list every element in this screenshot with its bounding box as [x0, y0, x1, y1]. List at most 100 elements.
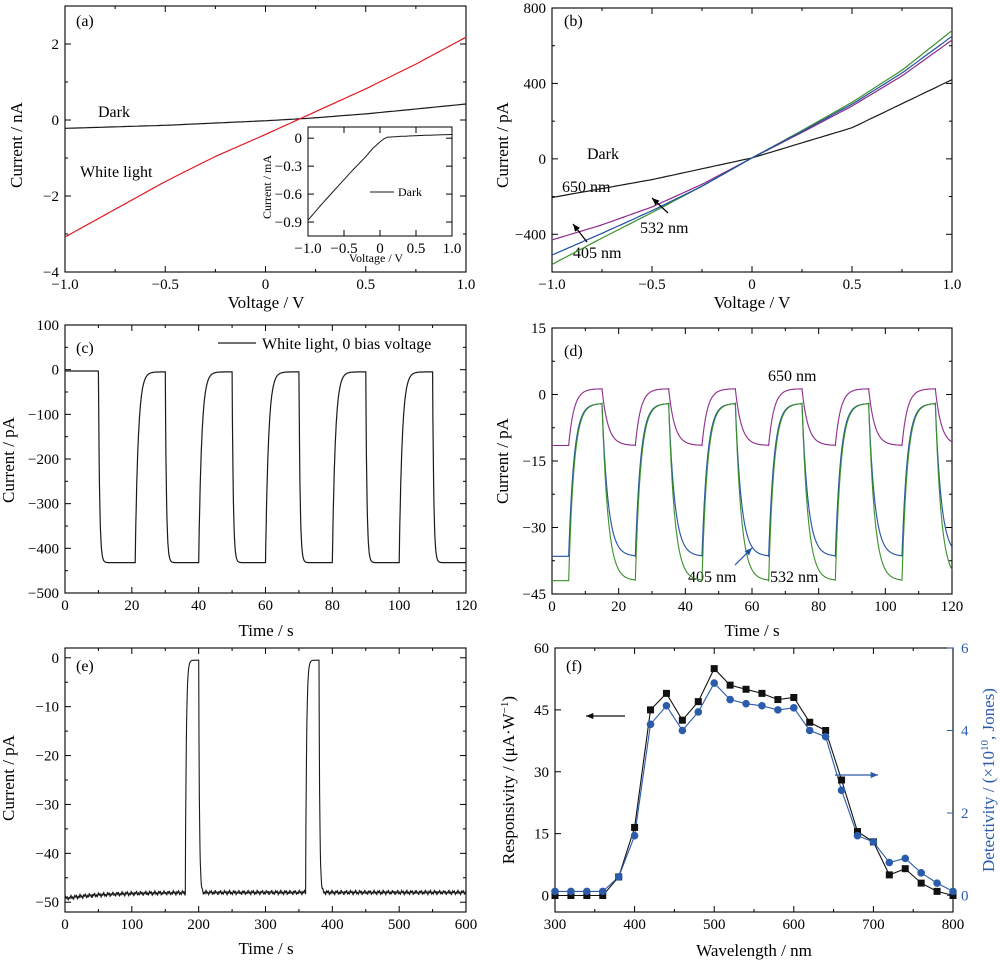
panel-f-detectivity-point [774, 706, 782, 714]
panel-d-label: (d) [564, 343, 583, 360]
panel-f-detectivity-point [567, 887, 575, 896]
panel-f-detectivity-point [901, 854, 910, 863]
panel-d-y-tick-label: 0 [539, 388, 547, 404]
panel-d-y-tick-label: 15 [531, 321, 546, 337]
panel-f-detectivity-point [790, 704, 798, 712]
panel-e-x-tick-label: 500 [388, 917, 411, 933]
panel-f-responsivity-point [567, 892, 575, 899]
panel-f-y-axis-label: Responsivity / (μA·W−1) [499, 696, 518, 864]
panel-f-x-tick-label: 800 [942, 917, 965, 933]
panel-f-detectivity-point [869, 838, 878, 846]
panel-d-x-tick-label: 80 [811, 599, 826, 615]
panel-f-detectivity-point [583, 887, 591, 896]
panel-d-x-tick-label: 60 [745, 599, 760, 615]
panel-b-405nm-label: 405 nm [573, 245, 622, 262]
panel-d-x-tick-label: 0 [548, 599, 556, 615]
panel-a-y-tick-label: 0 [52, 113, 60, 129]
panel-a-inset-y-tick-label: −0.9 [275, 215, 302, 231]
panel-a-white-light-label: White light [80, 164, 153, 181]
panel-c-x-tick-label: 60 [258, 598, 273, 614]
panel-a-inset-x-tick-label: 0 [376, 241, 384, 257]
panel-f-responsivity-point [599, 892, 607, 899]
panel-f-detectivity-point [853, 831, 862, 840]
panel-c-y-tick-label: −300 [28, 497, 59, 513]
panel-f-y2-axis-label: Detectivity / (×1010, Jones) [979, 688, 998, 872]
panel-f-y2-tick-label: 0 [961, 889, 969, 905]
panel-a-inset-y-tick-label: 0 [295, 131, 303, 147]
panel-f-detectivity-point [630, 831, 639, 840]
panel-a-x-tick-label: −1.0 [51, 277, 78, 293]
panel-f-detectivity-point [805, 726, 814, 735]
panel-b-arrow-532nm-head [652, 198, 660, 206]
panel-d-x-tick-label: 120 [941, 599, 964, 615]
panel-d-532nm-label: 532 nm [770, 569, 819, 586]
panel-c-y-tick-label: 100 [37, 318, 60, 334]
panel-b-x-tick-label: 1.0 [943, 277, 962, 293]
panel-e-y-tick-label: −50 [36, 895, 59, 911]
panel-a-inset-x-tick-label: −1.0 [294, 241, 321, 257]
panel-d-x-tick-label: 20 [611, 599, 626, 615]
panel-e-x-tick-label: 100 [121, 917, 144, 933]
panel-e-x-axis-label: Time / s [238, 939, 293, 958]
panel-f-responsivity-point [917, 879, 925, 887]
panel-f-detectivity-point [598, 887, 607, 896]
panel-d-650nm-label: 650 nm [768, 368, 817, 385]
panel-f-arrow-left-head [586, 712, 594, 720]
panel-f-detectivity-point [678, 726, 687, 735]
panel-c-y-tick-label: −100 [28, 407, 59, 423]
panel-f-detectivity-point [551, 887, 559, 896]
panel-f-responsivity-point [694, 698, 702, 706]
panel-f-responsivity-point [774, 696, 782, 704]
panel-f-responsivity-point [949, 892, 957, 899]
panel-d-x-axis-label: Time / s [724, 621, 779, 640]
panel-d-arrow-405nm-head [744, 548, 752, 556]
panel-a-inset-x-label: Voltage / V [349, 251, 404, 265]
panel-f-x-tick-label: 700 [862, 917, 885, 933]
panel-a-x-tick-label: −0.5 [152, 277, 179, 293]
panel-c-series-white-light [65, 370, 466, 564]
panel-a-x-tick-label: 0.5 [356, 277, 375, 293]
panel-e-y-tick-label: −30 [36, 797, 59, 813]
panel-f-responsivity-point [822, 727, 830, 734]
panel-b-y-tick-label: 800 [524, 1, 547, 17]
panel-a-dark-label: Dark [98, 104, 130, 121]
panel-f-responsivity-point [806, 718, 814, 726]
panel-f-responsivity-point [631, 823, 639, 831]
panel-a-y-tick-label: −2 [43, 189, 59, 205]
panel-b-650nm-label: 650 nm [562, 179, 611, 196]
panel-e-x-tick-label: 200 [187, 917, 210, 933]
panel-d-y-tick-label: −15 [523, 454, 546, 470]
panel-c-x-tick-label: 40 [191, 598, 206, 614]
panel-f-x-tick-label: 300 [544, 917, 567, 933]
panel-f-detectivity-point [742, 699, 750, 708]
panel-f-responsivity-point [901, 865, 909, 873]
panel-a-x-tick-label: 0 [262, 277, 270, 293]
panel-c-label: (c) [76, 340, 94, 357]
panel-c-x-tick-label: 20 [124, 598, 139, 614]
panel-a-label: (a) [76, 13, 94, 30]
panel-b-series-405-nm [551, 35, 953, 256]
panel-f-detectivity-point [710, 679, 718, 687]
panel-f-responsivity-point [885, 871, 893, 879]
panel-e-y-tick-label: −10 [36, 700, 59, 716]
panel-f-x-tick-label: 600 [783, 917, 806, 933]
panel-f-y-tick-label: 0 [542, 889, 550, 905]
panel-d-plot-frame [551, 327, 953, 595]
panel-b-x-tick-label: −1.0 [538, 277, 565, 293]
panel-d-series-532-nm [552, 402, 953, 583]
panel-c-y-tick-label: 0 [52, 363, 60, 379]
panel-f-responsivity-point [710, 665, 718, 673]
panel-c-x-tick-label: 100 [388, 598, 411, 614]
panel-f-detectivity-point [646, 720, 655, 729]
panel-a: (a) Dark White light Voltage / V Current… [7, 5, 475, 312]
panel-f-responsivity-point [662, 689, 670, 697]
panel-f-y-tick-label: 30 [534, 765, 549, 781]
panel-b-y-tick-label: 400 [524, 76, 547, 92]
panel-f-y2-label-main: Detectivity / (×10 [979, 751, 998, 872]
panel-f-y-tick-label: 60 [534, 641, 549, 657]
panel-f-y-label-tail: ) [499, 696, 518, 702]
panel-c-x-tick-label: 80 [325, 598, 340, 614]
panel-f-responsivity-point [758, 689, 766, 697]
panel-e-y-tick-label: −40 [36, 846, 59, 862]
